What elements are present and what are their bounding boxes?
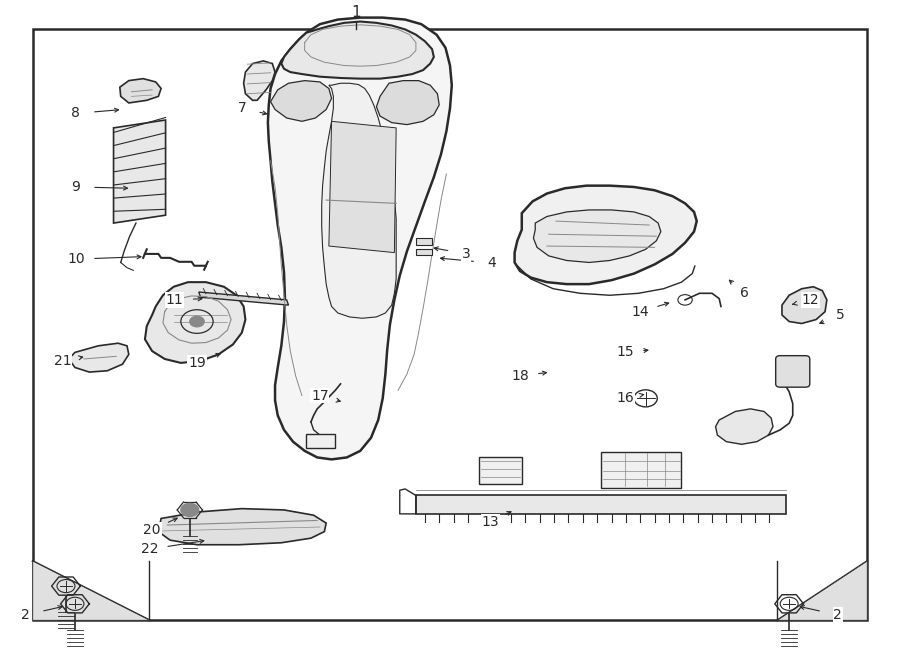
Bar [416, 249, 432, 255]
Text: 8: 8 [71, 106, 80, 120]
Text: 16: 16 [616, 391, 634, 405]
Text: 19: 19 [188, 356, 206, 370]
Text: 17: 17 [311, 389, 328, 403]
Polygon shape [376, 81, 439, 125]
Circle shape [181, 504, 199, 516]
Polygon shape [282, 22, 434, 79]
Text: 2: 2 [833, 608, 842, 622]
Polygon shape [515, 186, 697, 284]
Polygon shape [32, 561, 149, 620]
Text: 4: 4 [488, 256, 497, 270]
Text: 20: 20 [143, 523, 161, 537]
Polygon shape [534, 210, 661, 262]
Text: 10: 10 [67, 253, 85, 266]
Polygon shape [321, 83, 396, 318]
Polygon shape [271, 81, 331, 122]
Bar [416, 238, 432, 245]
Text: 18: 18 [511, 369, 529, 383]
Text: 5: 5 [836, 308, 845, 322]
Polygon shape [68, 343, 129, 372]
Bar [600, 451, 681, 488]
Polygon shape [782, 287, 827, 323]
Polygon shape [328, 122, 396, 253]
Polygon shape [778, 561, 868, 620]
Text: 12: 12 [802, 293, 820, 307]
Text: 7: 7 [238, 101, 247, 115]
Polygon shape [145, 282, 246, 363]
FancyBboxPatch shape [776, 356, 810, 387]
Circle shape [190, 316, 204, 327]
Polygon shape [120, 79, 161, 103]
Text: 14: 14 [632, 305, 649, 319]
Text: 22: 22 [140, 542, 158, 557]
Polygon shape [716, 409, 773, 444]
Bar [479, 457, 522, 484]
Polygon shape [268, 18, 452, 459]
Text: 13: 13 [482, 515, 500, 529]
Text: 9: 9 [71, 180, 80, 194]
Polygon shape [199, 292, 289, 305]
Bar [306, 434, 335, 448]
Text: 2: 2 [22, 608, 30, 622]
Text: 21: 21 [54, 354, 71, 368]
Polygon shape [113, 120, 166, 223]
Text: 3: 3 [462, 247, 471, 261]
Polygon shape [244, 61, 275, 100]
Text: 15: 15 [616, 346, 634, 360]
Text: 11: 11 [166, 293, 184, 307]
Polygon shape [158, 508, 326, 545]
Polygon shape [416, 496, 787, 514]
Text: 1: 1 [351, 5, 361, 20]
Text: 6: 6 [740, 286, 749, 300]
